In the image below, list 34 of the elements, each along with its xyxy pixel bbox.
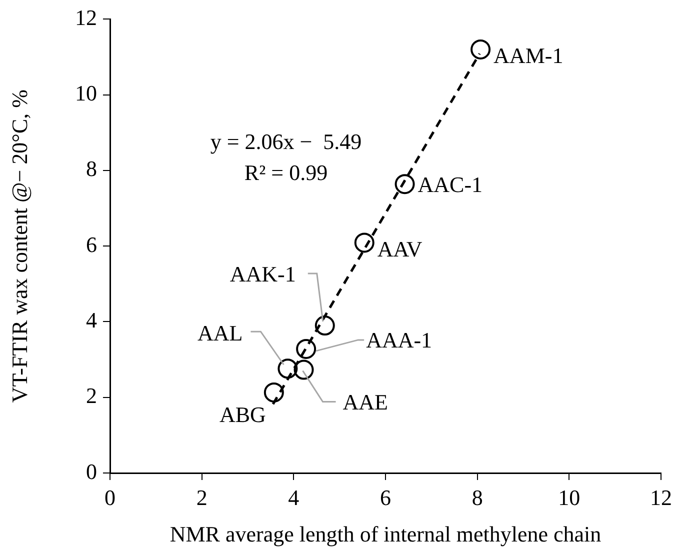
point: [296, 338, 316, 359]
y-tick-label: 2: [86, 383, 97, 408]
y-tick-label: 4: [86, 308, 97, 333]
point: [470, 39, 491, 60]
x-tick-label: 0: [104, 484, 116, 510]
y-tick-label: 6: [86, 232, 97, 257]
x-tick-label: 4: [288, 484, 300, 510]
annotation: AAL: [197, 320, 243, 346]
annotation: AAK-1: [230, 261, 296, 286]
point: [394, 174, 415, 194]
annotation: AAE: [342, 390, 388, 415]
point: [278, 358, 298, 379]
y-tick-label: 10: [75, 80, 97, 106]
annotation: ABG: [219, 402, 266, 428]
x-axis-title: NMR average length of internal methylene chain: [170, 522, 602, 547]
x-tick-label: 12: [650, 484, 672, 510]
point: [354, 232, 374, 253]
y-tick-label: 12: [75, 4, 97, 30]
annotation: R² = 0.99: [244, 160, 328, 185]
annotation: AAV: [377, 236, 422, 262]
point: [294, 360, 314, 380]
y-tick-label: 8: [86, 156, 97, 182]
x-tick-label: 10: [558, 484, 580, 510]
annotation: AAA-1: [366, 328, 432, 353]
point: [264, 382, 284, 402]
x-tick-label: 2: [196, 484, 208, 510]
annotation: AAC-1: [418, 172, 483, 197]
y-axis-title: VT-FTIR wax content @− 20°C, %: [6, 90, 32, 403]
x-tick-label: 8: [472, 484, 483, 510]
annotation: AAM-1: [494, 43, 564, 68]
annotation: y = 2.06x − 5.49: [210, 128, 362, 154]
y-tick-label: 0: [86, 458, 97, 484]
point: [314, 316, 335, 336]
x-tick-label: 6: [380, 484, 391, 510]
